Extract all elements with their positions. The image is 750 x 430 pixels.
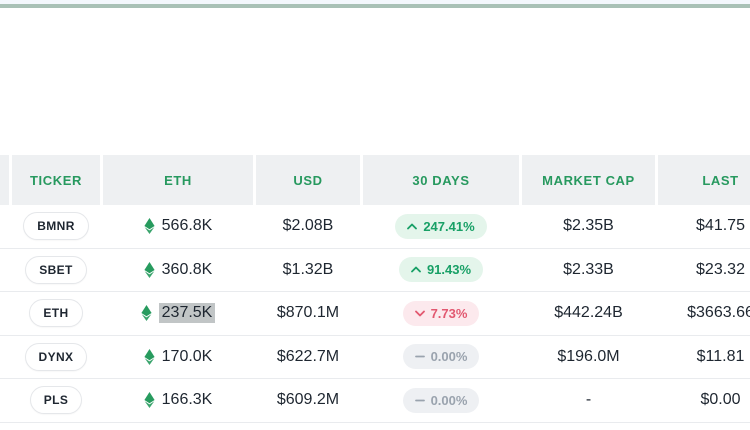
- change-30d-value: 247.41%: [423, 218, 475, 234]
- ticker-cell: SBET: [12, 249, 103, 292]
- row-partial-cell: [0, 379, 12, 422]
- change-30d-badge-up: 247.41%: [395, 213, 487, 239]
- last-price-cell: $41.75: [658, 205, 750, 248]
- eth-amount-cell: 166.3K: [103, 379, 256, 422]
- market-cap-value: $196.0M: [557, 347, 620, 365]
- eth-amount-value: 360.8K: [161, 260, 213, 278]
- market-cap-cell: $196.0M: [522, 336, 658, 379]
- usd-value: $2.08B: [282, 217, 334, 235]
- last-price-cell: $0.00: [658, 379, 750, 422]
- ethereum-icon: [144, 348, 155, 365]
- change-30d-cell: 247.41%: [363, 205, 522, 248]
- top-accent-line: [0, 4, 750, 8]
- ticker-badge[interactable]: ETH: [29, 299, 83, 328]
- change-30d-cell: 7.73%: [363, 292, 522, 335]
- table-row-sbet[interactable]: SBET 360.8K $1.32B 91.43% $2.33B $23.32: [0, 248, 750, 292]
- ethereum-icon: [144, 392, 155, 409]
- ethereum-icon: [144, 218, 155, 235]
- last-price-cell: $11.81: [658, 336, 750, 379]
- ticker-cell: PLS: [12, 379, 103, 422]
- eth-amount-cell: 237.5K: [103, 292, 256, 335]
- assets-table: TICKER ETH USD 30 DAYS MARKET CAP LAST BMNR 56…: [0, 155, 750, 430]
- ethereum-icon: [144, 261, 155, 278]
- dash-icon: [414, 397, 425, 404]
- change-30d-cell: 91.43%: [363, 249, 522, 292]
- eth-amount-cell: 566.8K: [103, 205, 256, 248]
- eth-amount-value: 170.0K: [161, 347, 213, 365]
- column-header-usd[interactable]: USD: [256, 155, 363, 205]
- last-price-cell: $3663.66: [658, 292, 750, 335]
- ticker-cell: ETH: [12, 292, 103, 335]
- table-row-eth[interactable]: ETH 237.5K $870.1M 7.73% $442.24B $3663.66: [0, 292, 750, 336]
- chevron-up-icon: [411, 266, 421, 273]
- ticker-badge[interactable]: DYNX: [24, 342, 88, 371]
- market-cap-value: $2.33B: [563, 260, 614, 278]
- row-partial-cell: [0, 249, 12, 292]
- market-cap-value: $2.35B: [563, 217, 614, 235]
- last-price-value: $0.00: [700, 391, 741, 409]
- column-header-eth[interactable]: ETH: [103, 155, 256, 205]
- change-30d-value: 91.43%: [426, 262, 472, 278]
- usd-value-cell: $870.1M: [256, 292, 363, 335]
- column-header-partial: [0, 155, 12, 205]
- usd-value-cell: $1.32B: [256, 249, 363, 292]
- table-header-row: TICKER ETH USD 30 DAYS MARKET CAP LAST: [0, 155, 750, 205]
- ticker-badge[interactable]: PLS: [29, 386, 83, 415]
- eth-amount-cell: 360.8K: [103, 249, 256, 292]
- top-strip: [0, 0, 750, 4]
- change-30d-value: 7.73%: [430, 305, 468, 321]
- eth-amount-value-selected: 237.5K: [158, 303, 216, 324]
- last-price-value: $3663.66: [687, 304, 750, 322]
- usd-value-cell: $2.08B: [256, 205, 363, 248]
- ethereum-icon: [141, 305, 152, 322]
- last-price-value: $23.32: [696, 260, 745, 278]
- ticker-badge[interactable]: BMNR: [23, 212, 89, 241]
- change-30d-value: 0.00%: [430, 349, 468, 365]
- column-header-ticker[interactable]: TICKER: [12, 155, 103, 205]
- table-row-bmnr[interactable]: BMNR 566.8K $2.08B 247.41% $2.35B $41.75: [0, 205, 750, 249]
- usd-value-cell: $622.7M: [256, 336, 363, 379]
- last-price-cell: $23.32: [658, 249, 750, 292]
- change-30d-badge-flat: 0.00%: [402, 344, 480, 370]
- column-header-last[interactable]: LAST: [658, 155, 750, 205]
- market-cap-cell: $442.24B: [522, 292, 658, 335]
- row-partial-cell: [0, 336, 12, 379]
- last-price-value: $11.81: [696, 347, 745, 365]
- change-30d-badge-flat: 0.00%: [402, 387, 480, 413]
- dash-icon: [414, 353, 425, 360]
- table-row-dynx[interactable]: DYNX 170.0K $622.7M 0.00% $196.0M $11.81: [0, 335, 750, 379]
- change-30d-badge-up: 91.43%: [398, 257, 484, 283]
- change-30d-cell: 0.00%: [363, 379, 522, 422]
- row-partial-cell: [0, 292, 12, 335]
- change-30d-badge-down: 7.73%: [402, 300, 480, 326]
- table-row-pls[interactable]: PLS 166.3K $609.2M 0.00% - $0.00: [0, 379, 750, 423]
- change-30d-cell: 0.00%: [363, 336, 522, 379]
- column-header-market-cap[interactable]: MARKET CAP: [522, 155, 658, 205]
- usd-value-cell: $609.2M: [256, 379, 363, 422]
- eth-amount-value: 166.3K: [161, 391, 213, 409]
- ticker-badge[interactable]: SBET: [25, 255, 87, 284]
- ticker-cell: BMNR: [12, 205, 103, 248]
- ticker-cell: DYNX: [12, 336, 103, 379]
- column-header-days30[interactable]: 30 DAYS: [363, 155, 522, 205]
- usd-value: $870.1M: [276, 304, 340, 322]
- usd-value: $622.7M: [276, 347, 340, 365]
- usd-value: $1.32B: [282, 260, 334, 278]
- change-30d-value: 0.00%: [430, 392, 468, 408]
- market-cap-value: -: [585, 391, 592, 409]
- market-cap-value: $442.24B: [554, 304, 623, 322]
- row-partial-cell: [0, 205, 12, 248]
- eth-amount-value: 566.8K: [161, 217, 213, 235]
- market-cap-cell: $2.35B: [522, 205, 658, 248]
- market-cap-cell: -: [522, 379, 658, 422]
- market-cap-cell: $2.33B: [522, 249, 658, 292]
- table-body: BMNR 566.8K $2.08B 247.41% $2.35B $41.75 SBET 3…: [0, 205, 750, 423]
- chevron-up-icon: [407, 223, 418, 230]
- eth-amount-cell: 170.0K: [103, 336, 256, 379]
- usd-value: $609.2M: [276, 391, 340, 409]
- chevron-down-icon: [414, 310, 425, 317]
- last-price-value: $41.75: [696, 217, 745, 235]
